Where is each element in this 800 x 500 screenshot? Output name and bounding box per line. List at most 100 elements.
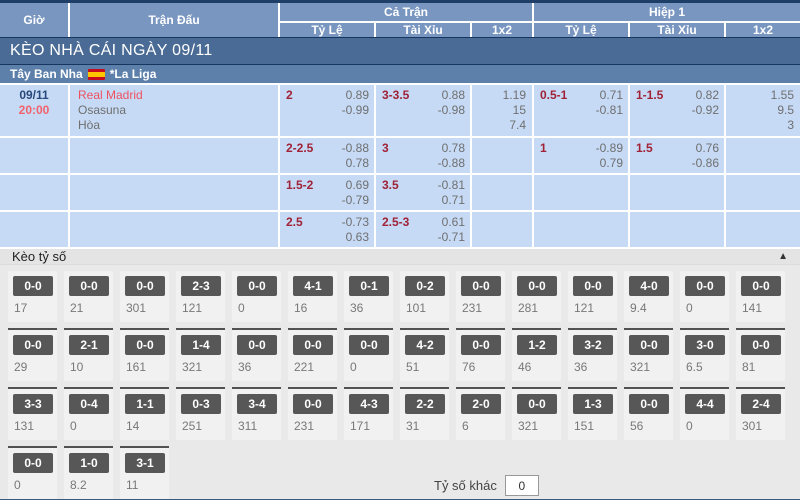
h1-overunder-cell[interactable] — [630, 212, 724, 247]
ft-handicap-cell[interactable]: 1.5-2 0.69 -0.79 — [280, 175, 374, 210]
h1-overunder-cell[interactable] — [630, 175, 724, 210]
away-team[interactable]: Osasuna — [78, 103, 127, 117]
score-button[interactable]: 1-3 — [573, 394, 613, 414]
score-button[interactable]: 0-0 — [517, 276, 557, 296]
h1-1x2-cell[interactable] — [726, 175, 800, 210]
odds-top[interactable]: 0.69 — [345, 178, 369, 192]
chevron-up-icon[interactable]: ▲ — [778, 251, 788, 262]
odds-bottom[interactable]: -0.86 — [691, 156, 719, 170]
h1-1x2-cell[interactable]: 1.55 9.5 3 — [726, 85, 800, 136]
odds-bottom[interactable]: -0.81 — [595, 103, 623, 117]
odds-home-win[interactable]: 1.19 — [502, 88, 526, 102]
h1-overunder-cell[interactable]: 1-1.5 0.82 -0.92 — [630, 85, 724, 136]
score-button[interactable]: 0-0 — [349, 335, 389, 355]
score-button[interactable]: 0-0 — [293, 394, 333, 414]
score-button[interactable]: 4-4 — [685, 394, 725, 414]
odds-bottom[interactable]: 0.63 — [345, 230, 369, 244]
score-button[interactable]: 0-0 — [685, 276, 725, 296]
odds-bottom[interactable]: -0.71 — [437, 230, 465, 244]
ft-handicap-cell[interactable]: 2.5 -0.73 0.63 — [280, 212, 374, 247]
score-button[interactable]: 0-0 — [741, 335, 781, 355]
odds-top[interactable]: -0.73 — [341, 215, 369, 229]
ft-1x2-cell[interactable] — [472, 175, 532, 210]
score-button[interactable]: 3-4 — [237, 394, 277, 414]
ft-overunder-cell[interactable]: 3.5 -0.81 0.71 — [376, 175, 470, 210]
odds-top[interactable]: 0.82 — [695, 88, 719, 102]
score-button[interactable]: 0-0 — [13, 276, 53, 296]
odds-top[interactable]: -0.89 — [595, 141, 623, 155]
ft-overunder-cell[interactable]: 3 0.78 -0.88 — [376, 138, 470, 173]
score-button[interactable]: 0-0 — [629, 335, 669, 355]
score-button[interactable]: 2-4 — [741, 394, 781, 414]
score-button[interactable]: 0-0 — [461, 276, 501, 296]
h1-handicap-cell[interactable]: 0.5-1 0.71 -0.81 — [534, 85, 628, 136]
league-bar[interactable]: Tây Ban Nha *La Liga — [0, 65, 800, 83]
ft-handicap-cell[interactable]: 2 0.89 -0.99 — [280, 85, 374, 136]
odds-bottom[interactable]: 0.78 — [345, 156, 369, 170]
odds-bottom[interactable]: -0.99 — [341, 103, 369, 117]
odds-top[interactable]: 0.78 — [441, 141, 465, 155]
score-button[interactable]: 4-0 — [629, 276, 669, 296]
odds-draw[interactable]: 9.5 — [777, 103, 794, 117]
score-button[interactable]: 4-3 — [349, 394, 389, 414]
odds-away-win[interactable]: 3 — [787, 118, 794, 132]
score-button[interactable]: 1-2 — [517, 335, 557, 355]
score-button[interactable]: 0-0 — [13, 335, 53, 355]
score-button[interactable]: 4-1 — [293, 276, 333, 296]
odds-top[interactable]: 0.76 — [695, 141, 719, 155]
score-button[interactable]: 2-1 — [69, 335, 109, 355]
score-button[interactable]: 0-0 — [69, 276, 109, 296]
odds-top[interactable]: 0.71 — [599, 88, 623, 102]
score-button[interactable]: 0-1 — [349, 276, 389, 296]
odds-away-win[interactable]: 7.4 — [509, 118, 526, 132]
odds-home-win[interactable]: 1.55 — [770, 88, 794, 102]
odds-bottom[interactable]: -0.92 — [691, 103, 719, 117]
score-button[interactable]: 0-0 — [629, 394, 669, 414]
score-button[interactable]: 2-3 — [181, 276, 221, 296]
score-button[interactable]: 2-2 — [405, 394, 445, 414]
ft-1x2-cell[interactable]: 1.19 15 7.4 — [472, 85, 532, 136]
score-section-header[interactable]: Kèo tỷ số ▲ — [0, 249, 800, 265]
score-button[interactable]: 1-0 — [69, 453, 109, 473]
ft-1x2-cell[interactable] — [472, 138, 532, 173]
odds-top[interactable]: -0.88 — [341, 141, 369, 155]
ft-overunder-cell[interactable]: 3-3.5 0.88 -0.98 — [376, 85, 470, 136]
odds-bottom[interactable]: -0.79 — [341, 193, 369, 207]
odds-bottom[interactable]: -0.88 — [437, 156, 465, 170]
odds-draw[interactable]: 15 — [512, 103, 526, 117]
score-button[interactable]: 0-0 — [461, 335, 501, 355]
score-button[interactable]: 0-0 — [573, 276, 613, 296]
score-button[interactable]: 0-0 — [517, 394, 557, 414]
score-button[interactable]: 0-2 — [405, 276, 445, 296]
h1-handicap-cell[interactable] — [534, 175, 628, 210]
score-button[interactable]: 1-4 — [181, 335, 221, 355]
h1-handicap-cell[interactable]: 1 -0.89 0.79 — [534, 138, 628, 173]
score-button[interactable]: 4-2 — [405, 335, 445, 355]
score-button[interactable]: 0-0 — [13, 453, 53, 473]
score-button[interactable]: 0-0 — [125, 335, 165, 355]
other-score-input[interactable] — [504, 475, 539, 496]
odds-bottom[interactable]: -0.98 — [437, 103, 465, 117]
score-button[interactable]: 0-4 — [69, 394, 109, 414]
score-button[interactable]: 0-3 — [181, 394, 221, 414]
score-button[interactable]: 3-2 — [573, 335, 613, 355]
score-button[interactable]: 3-0 — [685, 335, 725, 355]
score-button[interactable]: 0-0 — [237, 276, 277, 296]
score-button[interactable]: 1-1 — [125, 394, 165, 414]
score-button[interactable]: 3-1 — [125, 453, 165, 473]
odds-top[interactable]: -0.81 — [437, 178, 465, 192]
odds-top[interactable]: 0.88 — [441, 88, 465, 102]
odds-top[interactable]: 0.89 — [345, 88, 369, 102]
score-button[interactable]: 0-0 — [293, 335, 333, 355]
score-button[interactable]: 3-3 — [13, 394, 53, 414]
odds-top[interactable]: 0.61 — [441, 215, 465, 229]
ft-1x2-cell[interactable] — [472, 212, 532, 247]
h1-handicap-cell[interactable] — [534, 212, 628, 247]
odds-bottom[interactable]: 0.79 — [599, 156, 623, 170]
score-button[interactable]: 0-0 — [125, 276, 165, 296]
score-button[interactable]: 2-0 — [461, 394, 501, 414]
h1-overunder-cell[interactable]: 1.5 0.76 -0.86 — [630, 138, 724, 173]
ft-overunder-cell[interactable]: 2.5-3 0.61 -0.71 — [376, 212, 470, 247]
score-button[interactable]: 0-0 — [741, 276, 781, 296]
odds-bottom[interactable]: 0.71 — [441, 193, 465, 207]
